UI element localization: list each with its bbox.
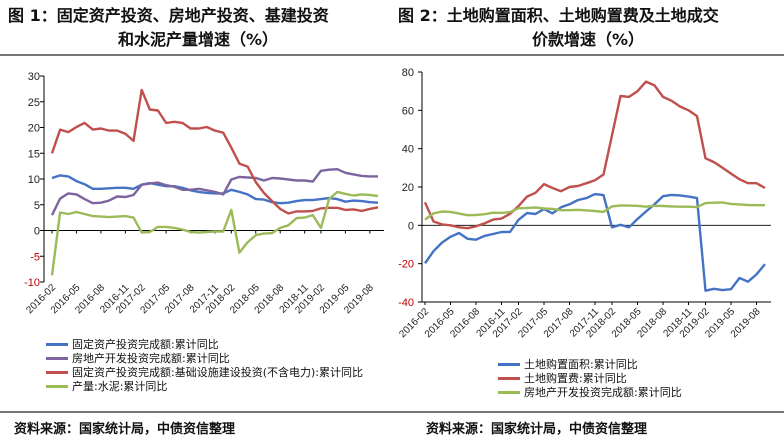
- legend-swatch: [46, 342, 68, 346]
- chart1-series-line-3: [50, 88, 379, 215]
- chart2-series-line-2: [423, 80, 766, 230]
- legend-label: 土地购置面积:累计同比: [524, 358, 638, 371]
- chart2-y-tick-label: -20: [398, 259, 414, 271]
- top-separator: [0, 54, 784, 56]
- chart2-series-line-3: [424, 201, 765, 221]
- chart1-y-tick-label: 10: [28, 174, 40, 186]
- chart2-y-tick-label: 0: [408, 220, 414, 232]
- legend-label: 固定资产投资完成额:基础设施建设投资(不含电力):累计同比: [72, 366, 363, 379]
- left-chart-title-line2: 和水泥产量增速（%）: [117, 30, 279, 49]
- chart1-legend-item: 固定资产投资完成额:基础设施建设投资(不含电力):累计同比: [46, 365, 363, 379]
- left-chart-title-line1: 图 1：固定资产投资、房地产投资、基建投资: [8, 6, 329, 25]
- chart1-y-tick-label: -5: [30, 251, 40, 263]
- chart1-legend-item: 房地产开发投资完成额:累计同比: [46, 351, 363, 365]
- chart2-legend-item: 房地产开发投资完成额:累计同比: [498, 385, 682, 399]
- left-chart-legend: 固定资产投资完成额:累计同比 房地产开发投资完成额:累计同比 固定资产投资完成额:基…: [46, 337, 363, 393]
- chart2-legend-item: 土地购置面积:累计同比: [498, 357, 682, 371]
- chart2-y-tick-label: 80: [402, 67, 414, 79]
- legend-swatch: [498, 362, 520, 366]
- chart2-legend-item: 土地购置费:累计同比: [498, 371, 682, 385]
- chart1-y-tick-label: -10: [24, 277, 40, 289]
- right-chart-title-line1: 图 2：土地购置面积、土地购置费及土地成交: [398, 6, 719, 25]
- legend-label: 房地产开发投资完成额:累计同比: [524, 386, 682, 399]
- chart2-y-tick-label: 20: [402, 182, 414, 194]
- chart2-y-tick-label: 60: [402, 105, 414, 117]
- legend-swatch: [498, 390, 520, 394]
- chart1-series-line-4: [50, 190, 379, 276]
- chart1-y-tick-label: 30: [28, 71, 40, 83]
- legend-swatch: [46, 356, 68, 360]
- chart2-series-line-1: [424, 192, 766, 292]
- legend-swatch: [46, 384, 68, 388]
- legend-label: 产量:水泥:累计同比: [72, 380, 168, 393]
- chart1-y-tick-label: 0: [34, 226, 40, 238]
- chart1-legend-item: 产量:水泥:累计同比: [46, 379, 363, 393]
- legend-label: 土地购置费:累计同比: [524, 372, 627, 385]
- legend-label: 固定资产投资完成额:累计同比: [72, 338, 219, 351]
- right-source-note: 资料来源：国家统计局，中债资信整理: [426, 422, 648, 437]
- legend-swatch: [498, 376, 520, 380]
- chart1-y-tick-label: 20: [28, 123, 40, 135]
- legend-label: 房地产开发投资完成额:累计同比: [72, 352, 230, 365]
- chart1-legend-item: 固定资产投资完成额:累计同比: [46, 337, 363, 351]
- chart1-y-tick-label: 25: [28, 97, 40, 109]
- chart1-y-tick-label: 5: [34, 200, 40, 212]
- bottom-separator: [0, 411, 784, 413]
- chart2-y-tick-label: 40: [402, 144, 414, 156]
- chart1-series-line-2: [50, 167, 378, 216]
- right-chart-legend: 土地购置面积:累计同比 土地购置费:累计同比 房地产开发投资完成额:累计同比: [498, 357, 682, 399]
- chart1-series-line-1: [51, 174, 379, 205]
- chart2-y-tick-label: -40: [398, 297, 414, 309]
- right-chart-title-line2: 价款增速（%）: [531, 30, 645, 49]
- left-source-note: 资料来源：国家统计局，中债资信整理: [14, 422, 236, 437]
- chart1-y-tick-label: 15: [28, 148, 40, 160]
- legend-swatch: [46, 370, 68, 374]
